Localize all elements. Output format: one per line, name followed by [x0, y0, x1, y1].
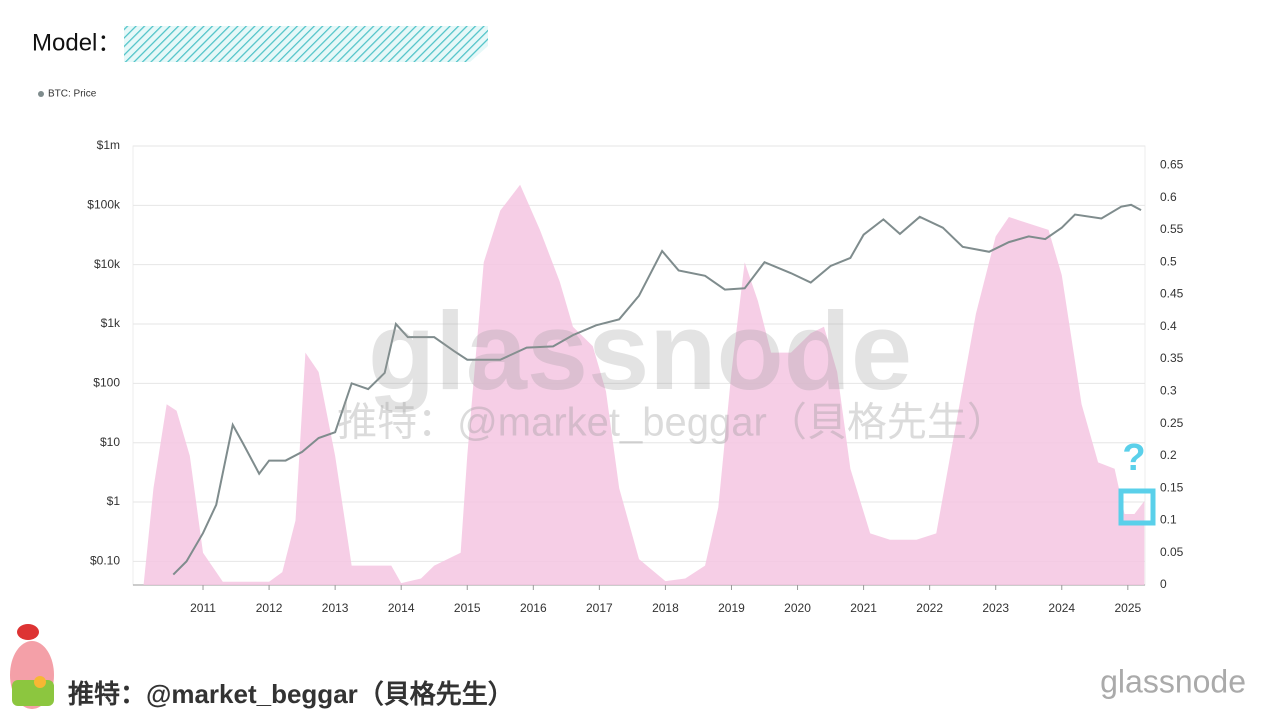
- brand: glassnode: [1100, 663, 1246, 699]
- y-tick-label: $10: [100, 435, 120, 449]
- highlight-box: [1118, 488, 1156, 526]
- x-tick-label: 2020: [784, 601, 811, 615]
- y-tick-label: $10k: [94, 257, 121, 271]
- y2-tick-label: 0.4: [1160, 319, 1177, 333]
- question-mark: ?: [1122, 437, 1145, 479]
- footer-handle: 推特：@market_beggar（貝格先生）: [68, 679, 514, 709]
- handle-watermark: 推特：@market_beggar（貝格先生）: [337, 401, 1007, 445]
- y2-tick-label: 0.45: [1160, 287, 1184, 301]
- x-tick-label: 2023: [982, 601, 1009, 615]
- watermark: glassnode: [368, 290, 912, 413]
- y2-tick-label: 0.5: [1160, 254, 1177, 268]
- y2-tick-label: 0.25: [1160, 416, 1184, 430]
- y2-tick-label: 0.1: [1160, 513, 1177, 527]
- y2-tick-label: 0.2: [1160, 448, 1177, 462]
- y-tick-label: $1k: [101, 316, 121, 330]
- y-tick-label: $1m: [97, 138, 120, 152]
- y2-tick-label: 0.15: [1160, 480, 1184, 494]
- area-series: [143, 184, 1145, 585]
- y2-tick-label: 0.6: [1160, 190, 1177, 204]
- x-tick-label: 2016: [520, 601, 547, 615]
- x-tick-label: 2017: [586, 601, 613, 615]
- x-tick-label: 2021: [850, 601, 877, 615]
- y2-tick-label: 0.55: [1160, 222, 1184, 236]
- x-tick-label: 2024: [1048, 601, 1075, 615]
- mascot: [10, 624, 54, 709]
- x-tick-label: 2025: [1114, 601, 1141, 615]
- x-tick-label: 2022: [916, 601, 943, 615]
- y-tick-label: $1: [107, 494, 121, 508]
- legend-marker: [38, 91, 44, 97]
- y-tick-label: $100: [93, 376, 120, 390]
- x-tick-label: 2014: [388, 601, 415, 615]
- y-tick-label: $0.10: [90, 554, 120, 568]
- plot-area: $0.10 $1 $10 $100 $1k $10k $100k $1m 0 0.05 0.1 0.1…: [87, 138, 1183, 615]
- y2-tick-label: 0.35: [1160, 351, 1184, 365]
- x-tick-label: 2018: [652, 601, 679, 615]
- y2-tick-label: 0.65: [1160, 158, 1184, 172]
- x-tick-label: 2011: [190, 601, 216, 615]
- price-line: [172, 203, 1142, 576]
- y2-tick-label: 0: [1160, 577, 1167, 591]
- y2-tick-label: 0.3: [1160, 383, 1177, 397]
- x-tick-label: 2019: [718, 601, 745, 615]
- y2-tick-label: 0.05: [1160, 545, 1184, 559]
- x-tick-label: 2013: [322, 601, 349, 615]
- chart-title: Model：: [32, 29, 121, 56]
- legend-label: BTC: Price: [48, 89, 97, 100]
- y-tick-label: $100k: [87, 198, 121, 212]
- x-tick-label: 2012: [256, 601, 283, 615]
- x-tick-label: 2015: [454, 601, 481, 615]
- hidden-model-box: [124, 26, 488, 62]
